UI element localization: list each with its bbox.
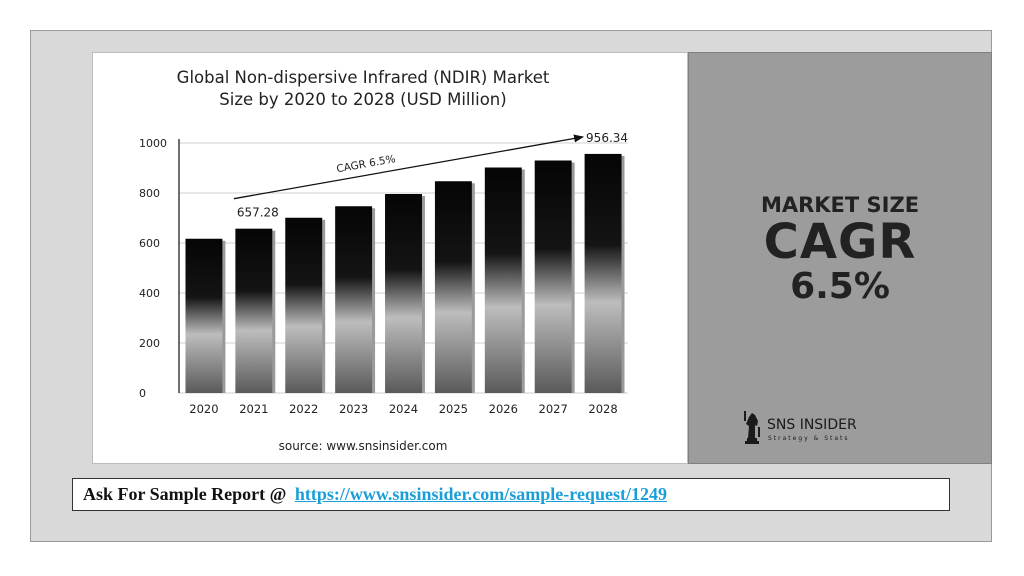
brand-logo: SNS INSIDER Strategy & Stats (741, 409, 921, 449)
market-size-label: MARKET SIZE (760, 193, 920, 217)
bar-2028 (584, 153, 622, 393)
y-tick-label: 0 (139, 387, 146, 400)
bar-2026 (484, 167, 522, 393)
chess-knight-icon (744, 411, 760, 444)
x-tick-label: 2021 (239, 402, 268, 416)
kpi-block: MARKET SIZE CAGR 6.5% (689, 193, 991, 307)
data-label: 956.34 (586, 131, 628, 145)
x-tick-label: 2024 (389, 402, 418, 416)
x-tick-label: 2027 (539, 402, 568, 416)
bar-2022 (285, 217, 323, 393)
chart-panel: 0 200 400 600 800 1000 2020 2021 2022 2023 2024 20… (92, 52, 688, 464)
sample-report-link[interactable]: https://www.snsinsider.com/sample-reques… (294, 484, 667, 504)
x-tick-label: 2020 (189, 402, 218, 416)
y-tick-label: 400 (139, 287, 160, 300)
cagr-value: 6.5% (790, 266, 890, 307)
bar-2024 (385, 194, 422, 393)
y-tick-label: 800 (139, 187, 160, 200)
brand-tagline: Strategy & Stats (768, 435, 850, 442)
x-tick-label: 2022 (289, 402, 318, 416)
bar-2023 (335, 206, 373, 393)
chart-source: source: www.snsinsider.com (278, 439, 448, 453)
bar-2020 (185, 238, 223, 393)
x-tick-label: 2026 (489, 402, 518, 416)
y-tick-label: 600 (139, 237, 160, 250)
cagr-label: CAGR (763, 214, 917, 270)
x-tick-label: 2023 (339, 402, 368, 416)
cagr-arrow (233, 134, 585, 200)
bar-chart: 0 200 400 600 800 1000 2020 2021 2022 2023 2024 20… (139, 131, 628, 416)
data-label: 657.28 (237, 206, 279, 220)
cta-bar: Ask For Sample Report @ https://www.snsi… (72, 478, 950, 511)
y-tick-label: 200 (139, 337, 160, 350)
y-tick-label: 1000 (139, 137, 167, 150)
chart-title: Global Non-dispersive Infrared (NDIR) Ma… (176, 68, 550, 109)
bar-2025 (434, 181, 472, 393)
bar-2021 (235, 228, 273, 393)
x-tick-label: 2025 (439, 402, 468, 416)
cta-text: Ask For Sample Report @ (83, 484, 287, 504)
x-tick-label: 2028 (588, 402, 617, 416)
side-panel: MARKET SIZE CAGR 6.5% SNS INSIDER Strate… (688, 52, 992, 464)
brand-name: SNS INSIDER (767, 417, 857, 433)
bar-2027 (534, 160, 572, 393)
